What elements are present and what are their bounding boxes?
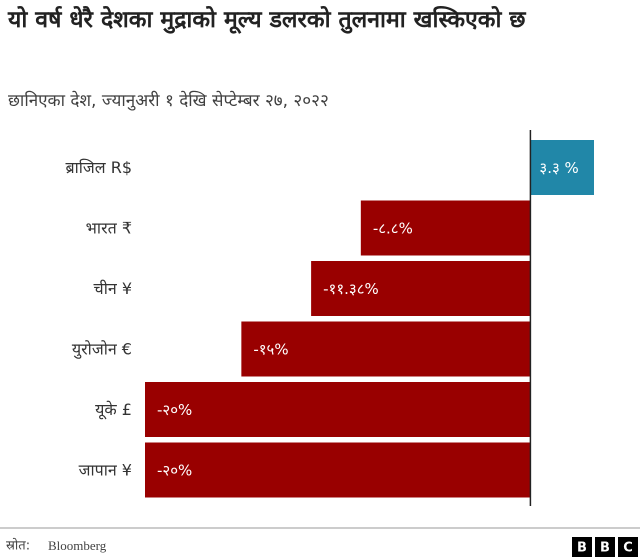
value-label: -१५%: [253, 341, 288, 359]
chart-title: यो वर्ष धेरै देशका मुद्राको मूल्य डलरको …: [8, 7, 526, 33]
value-label: -८.८%: [373, 220, 413, 238]
logo-box: [618, 537, 638, 557]
logo-letter: C: [623, 541, 633, 556]
category-label: ब्राजिल R$: [65, 158, 132, 177]
category-label: भारत ₹: [86, 219, 132, 238]
bar: [360, 200, 531, 256]
logo-letter: B: [577, 541, 587, 556]
logo-box: [595, 537, 615, 557]
bar: [530, 140, 594, 195]
value-label: ३.३ %: [539, 159, 578, 177]
category-label: यूके £: [95, 400, 132, 420]
logo-box: [572, 537, 592, 557]
bar: [145, 442, 531, 498]
category-label: चीन ¥: [94, 279, 132, 298]
bar: [311, 261, 531, 316]
bar: [241, 321, 531, 377]
value-label: -२०%: [157, 401, 192, 419]
source: Bloomberg: [48, 538, 107, 553]
value-label: -११.३८%: [323, 280, 379, 298]
chart-subtitle: छानिएका देश, ज्यानुअरी १ देखि सेप्टेम्बर…: [8, 91, 329, 111]
category-label: युरोजोन €: [72, 340, 132, 360]
source-label: स्रोत:: [6, 538, 30, 554]
value-label: -२०%: [157, 462, 192, 480]
category-label: जापान ¥: [79, 461, 132, 480]
bar: [145, 382, 531, 437]
logo-letter: B: [600, 541, 610, 556]
